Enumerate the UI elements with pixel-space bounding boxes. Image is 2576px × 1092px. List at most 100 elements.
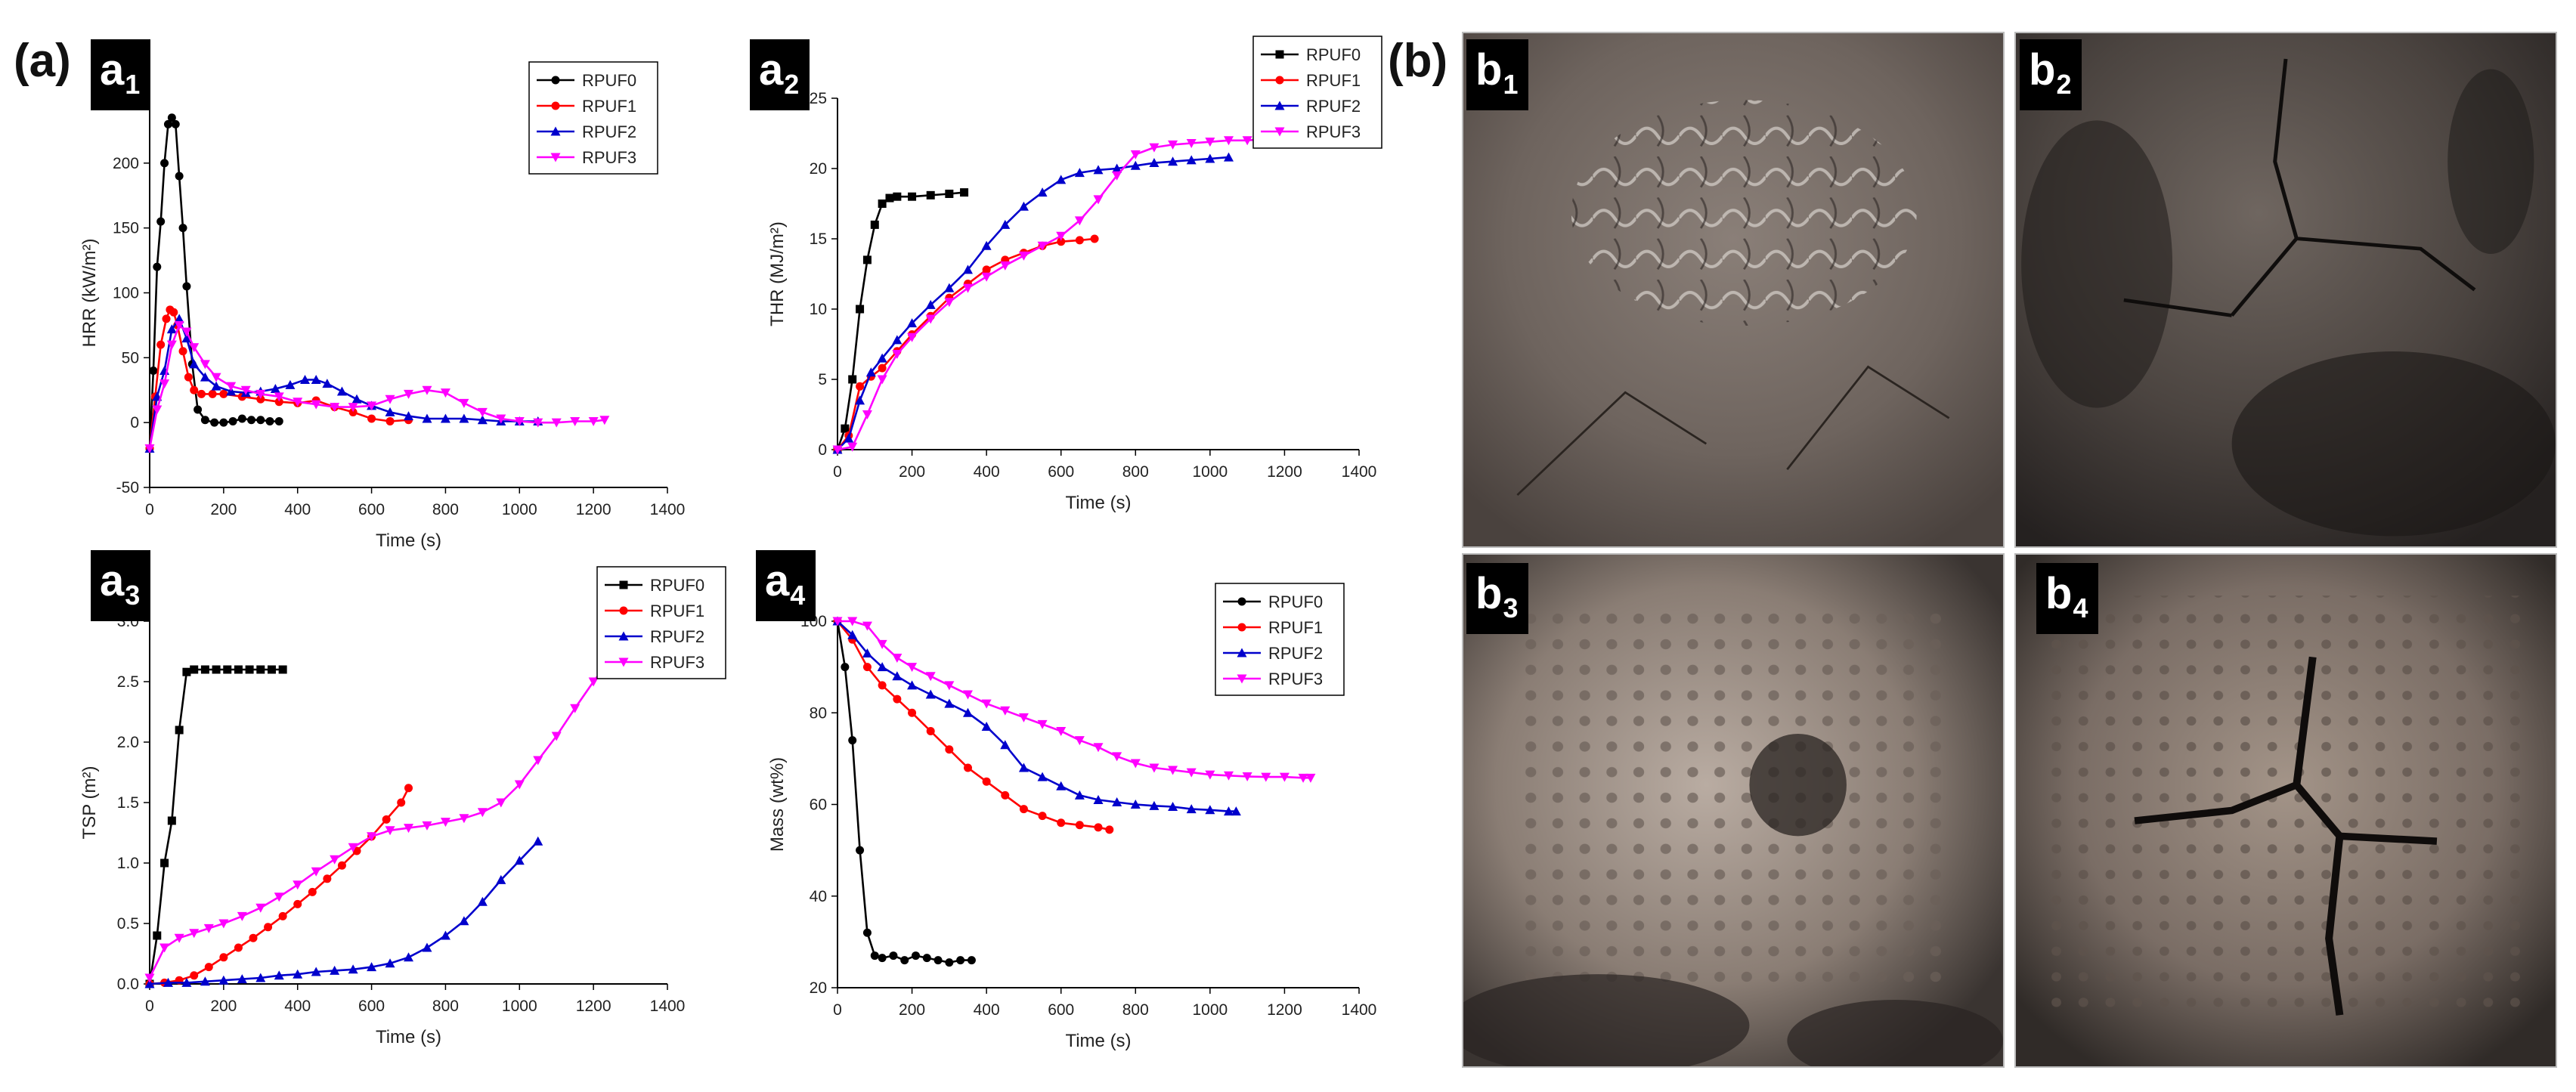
series-RPUF3-point [385, 394, 395, 404]
legend-label: RPUF2 [1306, 97, 1361, 116]
series-RPUF3-point [237, 911, 247, 921]
series-RPUF3-point [1149, 143, 1160, 153]
tag-a2-base: a [759, 45, 784, 94]
series-RPUF2-point [1186, 804, 1197, 814]
char-photo-b4 [2014, 553, 2557, 1068]
x-tick-label: 600 [1048, 1001, 1074, 1019]
series-RPUF2-point [892, 671, 903, 681]
series-RPUF0-point [149, 367, 158, 375]
legend-RPUF0-point [1237, 597, 1246, 606]
series-RPUF0-point [912, 951, 920, 961]
y-tick-label: 80 [810, 704, 827, 722]
x-tick-label: 400 [284, 998, 311, 1015]
legend-RPUF1-point [551, 101, 560, 110]
series-RPUF3-point [189, 343, 200, 353]
series-RPUF1-point [1094, 823, 1103, 832]
series-RPUF2-point [963, 264, 973, 274]
series-RPUF0-point [960, 188, 969, 197]
x-tick-label: 1200 [576, 998, 611, 1015]
series-RPUF3-point [385, 826, 395, 836]
series-RPUF1-point [1019, 805, 1028, 814]
series-RPUF2-point [311, 375, 321, 385]
tag-a3-sub: 3 [125, 580, 141, 611]
legend-RPUF3-point [550, 153, 561, 162]
series-RPUF1-point [208, 389, 217, 398]
series-RPUF1-point [348, 407, 358, 416]
series-RPUF3-point [1000, 706, 1011, 716]
series-RPUF2-point [925, 689, 936, 699]
series-RPUF2-point [293, 969, 303, 979]
series-RPUF3-point [189, 929, 200, 939]
series-RPUF3-point [1056, 727, 1067, 736]
series-RPUF3-point [1186, 139, 1197, 149]
legend-RPUF3-point [1274, 127, 1285, 137]
series-RPUF3-point [1018, 251, 1029, 261]
tag-a3-base: a [100, 556, 125, 605]
legend-item-RPUF0: RPUF0 [537, 71, 636, 90]
legend-item-RPUF3: RPUF3 [605, 653, 704, 672]
series-RPUF1-point [397, 798, 406, 807]
series-RPUF1-point [197, 389, 206, 398]
series-RPUF2-point [200, 976, 210, 986]
legend-RPUF2-point [1237, 648, 1247, 657]
series-RPUF0-point [862, 255, 872, 264]
tag-b2-sub: 2 [2056, 69, 2072, 100]
x-tick-label: 200 [899, 463, 925, 481]
series-RPUF2-point [200, 372, 210, 382]
series-RPUF0-point [885, 193, 894, 203]
y-axis-label: Mass (wt%) [767, 757, 788, 852]
tag-a3: a3 [91, 550, 151, 621]
y-tick-label: 2.5 [117, 673, 139, 691]
series-line-RPUF2 [837, 620, 1237, 812]
series-RPUF2-point [270, 384, 280, 394]
series-RPUF1-point [178, 347, 187, 356]
series-RPUF3-point [293, 880, 303, 890]
series-RPUF3-point [1224, 136, 1234, 146]
y-axis-label: HRR (kW/m²) [79, 239, 100, 348]
series-RPUF3-point [1205, 138, 1215, 147]
series-RPUF3-point [218, 919, 229, 929]
series-RPUF0-point [237, 414, 246, 423]
series-RPUF1-point [293, 899, 302, 908]
series-RPUF2-point [330, 965, 340, 975]
series-RPUF2-point [981, 240, 992, 250]
x-tick-label: 1200 [1267, 1001, 1302, 1019]
series-RPUF0-point [182, 282, 191, 291]
series-RPUF1-point [162, 314, 171, 323]
series-RPUF3-point [1168, 140, 1178, 150]
series-RPUF0-point [247, 416, 256, 425]
series-RPUF2-point [925, 299, 936, 309]
x-tick-label: 1400 [650, 998, 686, 1015]
x-axis-label: Time (s) [1065, 493, 1131, 513]
series-RPUF3-point [496, 414, 506, 424]
series-RPUF0-point [194, 405, 203, 414]
series-RPUF3-point [240, 385, 251, 395]
tag-a2-sub: 2 [784, 69, 800, 100]
series-RPUF2-point [163, 977, 173, 987]
series-RPUF2-point [422, 942, 432, 952]
series-RPUF3-point [459, 398, 469, 408]
series-RPUF2-point [237, 974, 247, 984]
series-RPUF1-point [385, 416, 395, 425]
series-RPUF0-point [926, 190, 935, 200]
legend-RPUF1-point [1237, 623, 1246, 632]
series-RPUF2-point [1224, 806, 1234, 816]
legend-RPUF0-point [1275, 50, 1284, 59]
series-RPUF0-point [190, 665, 199, 674]
series-RPUF3-point [211, 373, 221, 382]
tag-a1: a1 [91, 39, 151, 110]
series-RPUF3-point [847, 617, 858, 626]
series-RPUF3-point [255, 389, 266, 399]
tag-a1-base: a [100, 45, 125, 94]
tag-a4-sub: 4 [790, 580, 806, 611]
series-RPUF1-point [382, 815, 391, 824]
y-tick-label: 50 [122, 349, 139, 367]
series-RPUF1-point [256, 394, 265, 404]
legend-label: RPUF3 [582, 148, 636, 167]
x-tick-label: 0 [833, 1001, 842, 1019]
x-tick-label: 1000 [1192, 463, 1228, 481]
series-RPUF3-point [514, 780, 525, 790]
series-RPUF3 [832, 617, 1316, 783]
y-tick-label: 0 [818, 441, 827, 459]
legend-label: RPUF2 [1268, 644, 1323, 663]
